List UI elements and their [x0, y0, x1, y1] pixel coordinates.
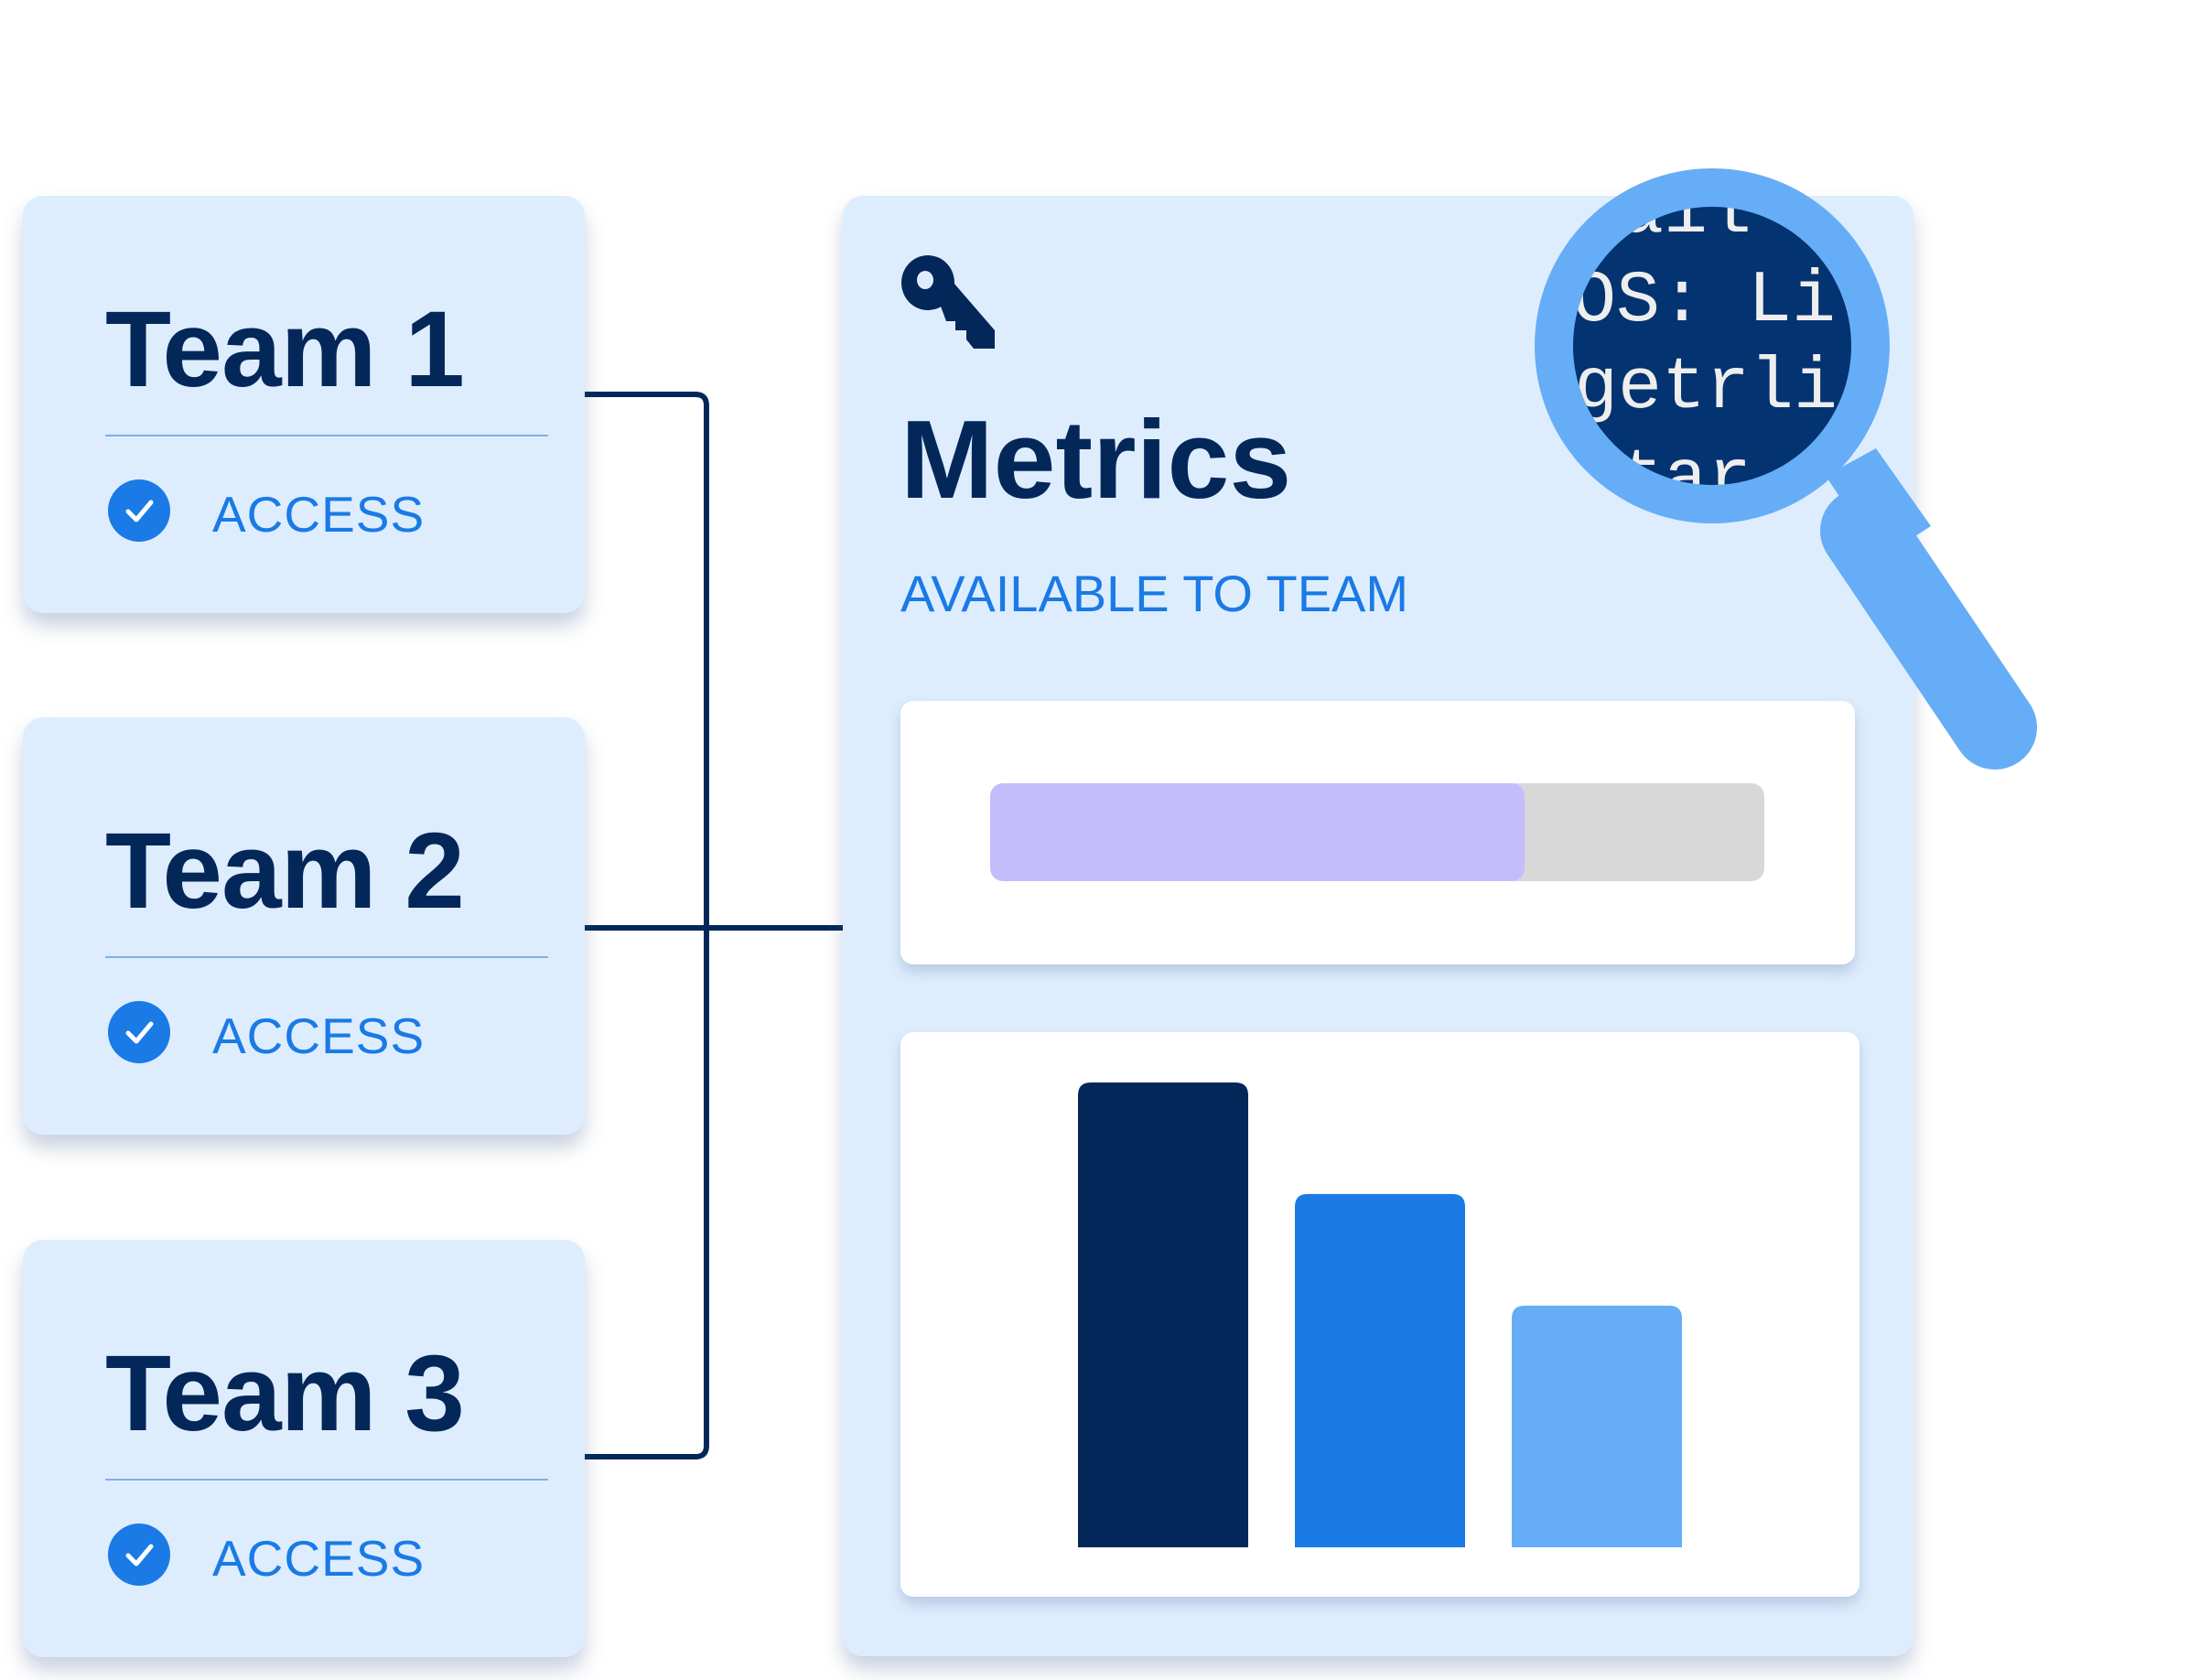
team-card-1[interactable]: Team 1 ACCESS	[23, 196, 585, 613]
progress-bar	[990, 783, 1764, 881]
bar-2	[1295, 1193, 1465, 1547]
lens-text-line: getrli	[1574, 347, 1838, 430]
team-title: Team 1	[105, 289, 465, 410]
bar-chart-card	[900, 1032, 1859, 1597]
check-circle-icon	[108, 479, 170, 542]
panel-title: Metrics	[900, 397, 1292, 522]
progress-fill	[990, 783, 1525, 881]
bar-1	[1078, 1082, 1248, 1547]
team-title: Team 2	[105, 811, 465, 932]
team-title: Team 3	[105, 1333, 465, 1454]
access-label: ACCESS	[212, 1530, 426, 1587]
bar-chart	[1078, 1082, 1682, 1547]
access-label: ACCESS	[212, 1007, 426, 1064]
divider	[105, 956, 548, 958]
key-icon	[901, 255, 995, 349]
progress-card	[900, 701, 1855, 964]
team-card-2[interactable]: Team 2 ACCESS	[23, 717, 585, 1135]
divider	[105, 1479, 548, 1481]
check-circle-icon	[108, 1001, 170, 1063]
lens-text-line: OS: Li	[1572, 260, 1836, 343]
access-label: ACCESS	[212, 486, 426, 543]
check-circle-icon	[108, 1524, 170, 1586]
metrics-panel: Metrics AVAILABLE TO TEAM	[843, 196, 1913, 1656]
team-card-3[interactable]: Team 3 ACCESS	[23, 1240, 585, 1657]
bar-3	[1512, 1305, 1682, 1547]
divider	[105, 435, 548, 436]
panel-subtitle: AVAILABLE TO TEAM	[900, 565, 1409, 622]
